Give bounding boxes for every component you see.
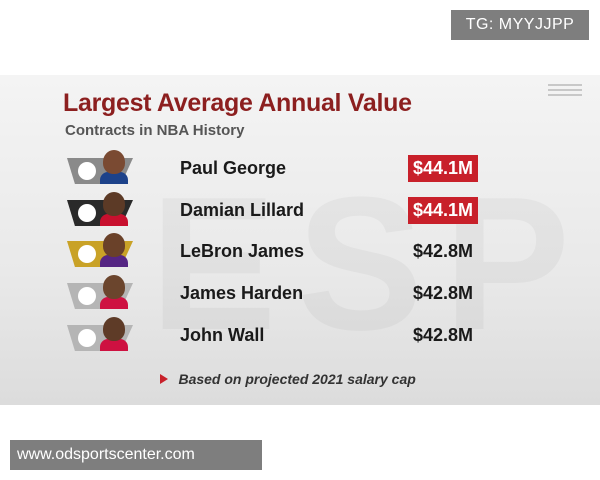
contract-value: $44.1M bbox=[408, 197, 478, 224]
contract-value: $42.8M bbox=[412, 283, 474, 303]
contract-value: $42.8M bbox=[412, 325, 474, 345]
contract-value: $44.1M bbox=[408, 155, 478, 182]
graphic-title: Largest Average Annual Value bbox=[63, 89, 412, 117]
player-row: Paul George $44.1M bbox=[0, 150, 600, 190]
bottom-watermark-tag: www.odsportscenter.com bbox=[10, 440, 262, 470]
contract-value: $42.8M bbox=[412, 241, 474, 261]
clippers-logo-icon bbox=[78, 162, 96, 180]
footnote-text: Based on projected 2021 salary cap bbox=[178, 370, 416, 387]
player-row: Damian Lillard $44.1M bbox=[0, 192, 600, 232]
rockets-logo-icon bbox=[78, 329, 96, 347]
broadcast-bug-lines bbox=[548, 81, 582, 99]
player-name: LeBron James bbox=[180, 241, 305, 261]
graphic-subtitle: Contracts in NBA History bbox=[65, 122, 245, 139]
player-headshot bbox=[100, 317, 128, 351]
lakers-logo-icon bbox=[78, 245, 96, 263]
player-name: James Harden bbox=[180, 283, 304, 303]
rockets-logo-icon bbox=[78, 287, 96, 305]
player-headshot bbox=[100, 150, 128, 184]
trail-blazers-logo-icon bbox=[78, 204, 96, 222]
player-row: James Harden $42.8M bbox=[0, 275, 600, 315]
player-row: LeBron James $42.8M bbox=[0, 233, 600, 273]
triangle-bullet-icon bbox=[160, 373, 168, 384]
player-headshot bbox=[100, 233, 128, 267]
player-row: John Wall $42.8M bbox=[0, 317, 600, 357]
top-watermark-tag: TG: MYYJJPP bbox=[451, 10, 589, 40]
player-name: Damian Lillard bbox=[180, 200, 305, 220]
stats-graphic: ESPN Largest Average Annual Value Contra… bbox=[0, 75, 600, 405]
player-name: John Wall bbox=[180, 325, 265, 345]
player-headshot bbox=[100, 275, 128, 309]
player-headshot bbox=[100, 192, 128, 226]
player-name: Paul George bbox=[180, 158, 287, 178]
footnote: Based on projected 2021 salary cap bbox=[160, 370, 416, 388]
